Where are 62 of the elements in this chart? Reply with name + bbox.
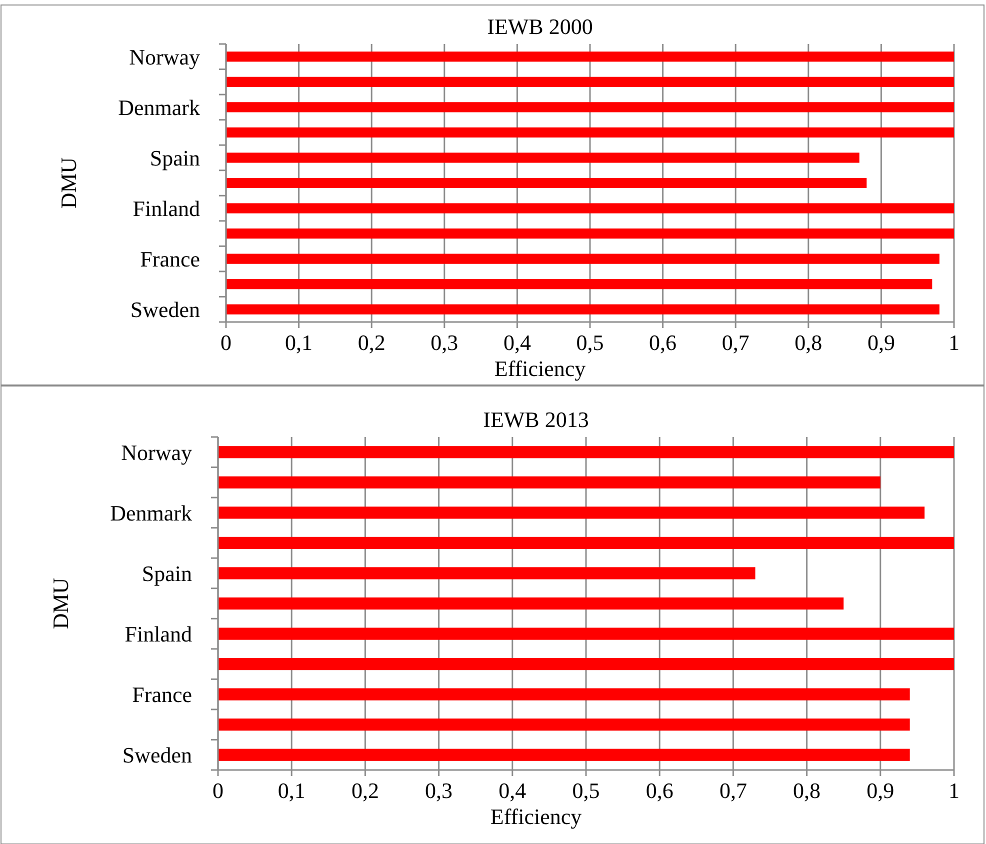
bar — [218, 688, 910, 700]
bar — [218, 506, 925, 519]
bar — [226, 152, 860, 163]
chart-title: IEWB 2000 — [487, 14, 593, 39]
bar — [226, 254, 940, 264]
x-tick-label: 0,3 — [425, 778, 453, 803]
bar — [218, 628, 954, 640]
y-tick-label: Sweden — [122, 742, 192, 768]
x-tick-label: 0,2 — [351, 778, 379, 803]
chart-title: IEWB 2013 — [483, 407, 589, 432]
y-tick-label: Sweden — [130, 297, 200, 322]
x-tick-label: 0,7 — [719, 778, 747, 803]
bar — [226, 52, 954, 62]
bar — [218, 597, 844, 610]
x-tick-label: 0,4 — [498, 778, 526, 803]
bar — [218, 658, 954, 670]
y-tick-label: Finland — [124, 621, 192, 646]
y-tick-label: Spain — [142, 560, 192, 586]
y-tick-label: France — [140, 246, 200, 272]
bar — [218, 567, 756, 580]
bar — [226, 76, 954, 87]
y-tick-label: Finland — [132, 196, 200, 221]
bar — [226, 102, 954, 112]
bar — [218, 536, 954, 550]
x-tick-label: 0,1 — [285, 330, 313, 355]
x-tick-label: 0,7 — [722, 330, 750, 355]
x-tick-label: 0,1 — [278, 778, 306, 803]
y-tick-label: Spain — [150, 145, 200, 170]
x-tick-label: 0 — [220, 330, 232, 355]
y-tick-label: Norway — [129, 44, 200, 70]
x-tick-label: 0,6 — [649, 330, 677, 355]
x-axis-title: Efficiency — [490, 804, 582, 829]
x-tick-label: 0,4 — [503, 330, 531, 355]
x-tick-label: 0,3 — [430, 330, 458, 355]
x-axis-title: Efficiency — [494, 356, 586, 381]
bar — [218, 446, 954, 458]
x-tick-label: 0,2 — [358, 330, 386, 355]
bar — [226, 203, 954, 214]
x-tick-label: 0,6 — [646, 778, 674, 803]
y-axis-title: DMU — [56, 157, 81, 209]
y-tick-label: France — [132, 682, 192, 708]
bar — [218, 748, 910, 761]
x-tick-label: 0,5 — [572, 778, 600, 803]
y-tick-label: Denmark — [110, 500, 192, 526]
y-axis-title: DMU — [48, 578, 73, 630]
x-tick-label: 0,9 — [867, 330, 895, 355]
x-tick-label: 0 — [212, 778, 224, 803]
x-tick-label: 1 — [948, 330, 960, 355]
x-tick-label: 0,5 — [576, 330, 604, 355]
y-tick-label: Denmark — [118, 94, 200, 120]
x-tick-label: 0,8 — [793, 778, 821, 803]
bar — [226, 279, 932, 290]
x-tick-label: 0,8 — [794, 330, 822, 355]
bar — [226, 127, 954, 138]
bar — [226, 178, 867, 188]
bar — [218, 476, 880, 488]
bar — [226, 228, 954, 239]
x-tick-label: 0,9 — [866, 778, 894, 803]
y-tick-label: Norway — [121, 440, 192, 465]
bar — [226, 304, 940, 314]
bar — [218, 718, 910, 731]
x-tick-label: 1 — [948, 778, 960, 803]
